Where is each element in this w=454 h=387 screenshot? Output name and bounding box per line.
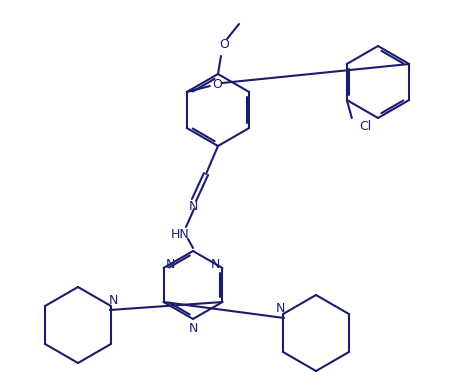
Text: HN: HN	[171, 228, 189, 240]
Text: N: N	[211, 257, 220, 271]
Text: N: N	[188, 200, 197, 214]
Text: O: O	[219, 38, 229, 51]
Text: O: O	[212, 77, 222, 91]
Text: N: N	[166, 257, 175, 271]
Text: N: N	[109, 295, 118, 308]
Text: N: N	[188, 322, 197, 334]
Text: Cl: Cl	[359, 120, 371, 132]
Text: N: N	[276, 303, 285, 315]
